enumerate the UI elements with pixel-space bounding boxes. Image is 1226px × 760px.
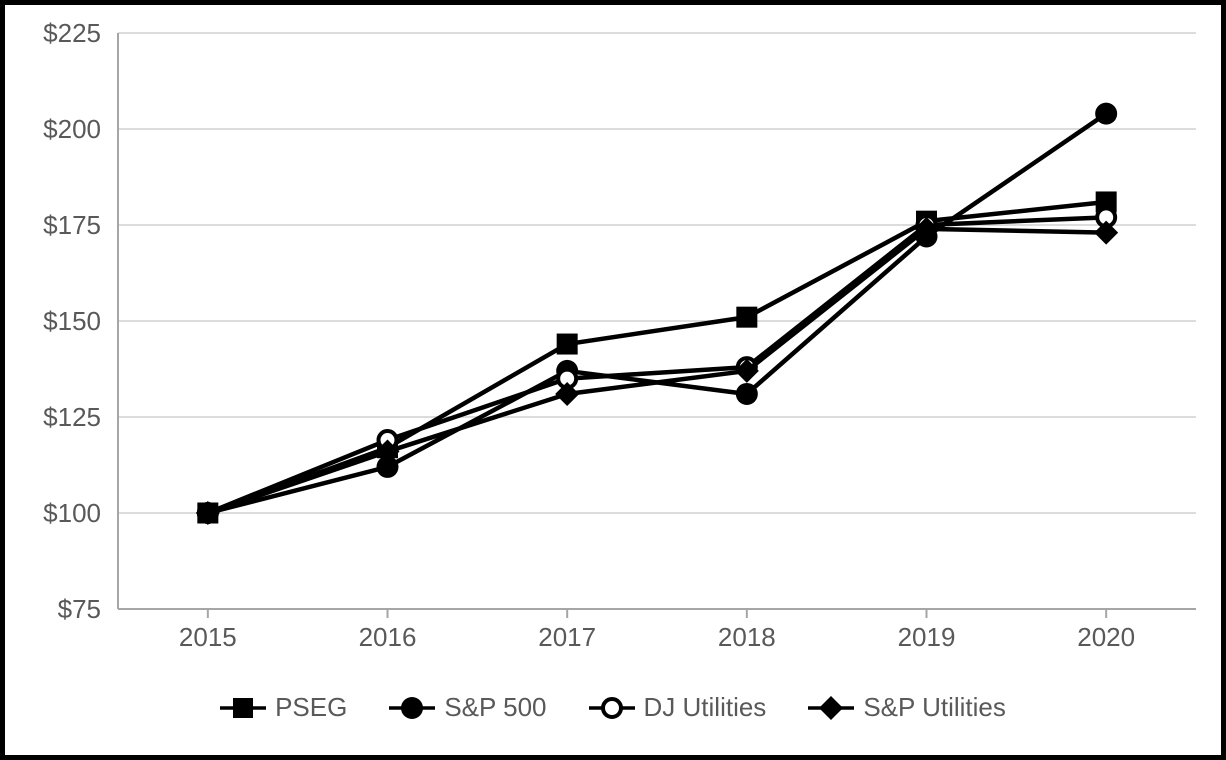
open-circle-marker-icon: [588, 696, 635, 719]
series-line-s-p-500: [205, 111, 1109, 516]
filled-circle-data-point: [1095, 102, 1118, 125]
filled-square-marker-icon: [220, 697, 267, 718]
legend-label-sp-utilities: S&P Utilities: [863, 692, 1006, 722]
legend-item-sp-utilities: S&P Utilities: [808, 692, 1006, 723]
legend-item-dj-utilities: DJ Utilities: [588, 692, 767, 723]
x-axis-label: 2019: [898, 622, 956, 652]
series-line-s-p-utilities: [205, 226, 1109, 516]
y-axis-label: $225: [43, 18, 101, 48]
legend-label-sp500: S&P 500: [444, 692, 547, 722]
legend-item-sp500: S&P 500: [389, 692, 547, 723]
chart-legend: PSEG S&P 500 DJ Utilities S&P Utilities: [5, 692, 1221, 723]
legend-label-pseg: PSEG: [275, 692, 348, 722]
filled-diamond-data-point: [914, 216, 939, 241]
y-axis-label: $125: [43, 402, 101, 432]
y-axis-label: $200: [43, 114, 101, 144]
filled-square-data-point: [736, 306, 758, 328]
y-axis-label: $175: [43, 210, 101, 240]
filled-square-data-point: [1095, 191, 1117, 213]
filled-diamond-data-point: [555, 381, 580, 406]
filled-diamond-data-point: [1094, 220, 1119, 245]
filled-circle-marker-icon: [389, 696, 436, 719]
y-axis-label: $75: [58, 594, 101, 624]
x-axis-label: 2016: [359, 622, 417, 652]
filled-diamond-data-point: [195, 501, 220, 525]
y-axis-label: $150: [43, 306, 101, 336]
filled-circle-data-point: [735, 382, 758, 405]
filled-diamond-marker-icon: [808, 695, 855, 720]
filled-square-data-point: [556, 333, 578, 355]
legend-item-pseg: PSEG: [220, 692, 347, 723]
filled-diamond-data-point: [375, 439, 400, 464]
filled-circle-data-point: [376, 455, 399, 478]
x-axis-label: 2017: [538, 622, 596, 652]
x-axis-label: 2018: [718, 622, 776, 652]
y-axis-label: $100: [43, 498, 101, 528]
series-line-dj-utilities: [205, 215, 1109, 516]
x-axis-label: 2020: [1077, 622, 1135, 652]
legend-label-dj-utilities: DJ Utilities: [643, 692, 767, 722]
filled-diamond-data-point: [734, 358, 759, 383]
x-axis-label: 2015: [179, 622, 237, 652]
